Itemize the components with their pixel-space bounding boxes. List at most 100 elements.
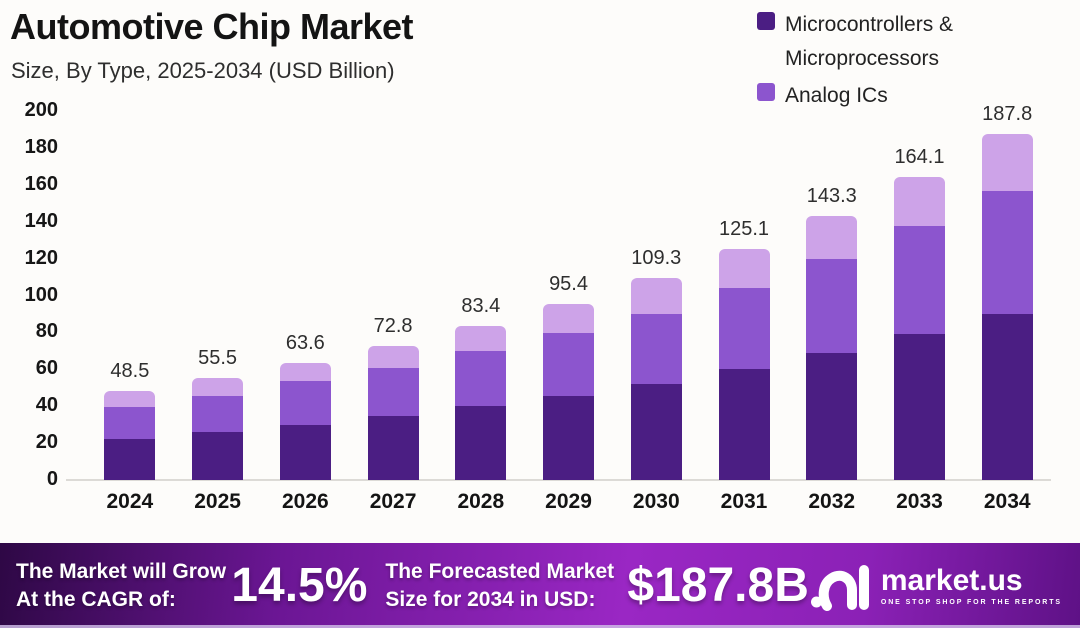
legend-item-microcontrollers: Microcontrollers & Microprocessors — [757, 8, 1057, 75]
y-tick-label: 140 — [24, 209, 58, 232]
legend-swatch-dark-purple — [757, 12, 775, 30]
bar-group-2029: 95.4 2029 — [525, 100, 613, 513]
bar-group-2024: 48.5 2024 — [86, 100, 174, 513]
bar-segment-analog-ics — [630, 313, 682, 385]
bar-segment-unlabeled-light — [981, 133, 1033, 191]
y-tick-label: 60 — [35, 357, 58, 380]
stacked-bar-2030 — [630, 278, 682, 480]
y-tick-label: 160 — [24, 172, 58, 195]
bar-segment-unlabeled-light — [279, 362, 331, 382]
chart-legend: Microcontrollers & Microprocessors Analo… — [757, 8, 1057, 117]
brand-text: market.us ONE STOP SHOP FOR THE REPORTS — [881, 565, 1062, 606]
plot-area: 48.5 2024 55.5 2025 63.6 2026 72.8 2027 83.4 2028… — [86, 100, 1051, 513]
legend-label: Microcontrollers & Microprocessors — [785, 13, 954, 70]
forecast-value: $187.8B — [627, 559, 809, 612]
brand-name: market.us — [880, 564, 1023, 598]
bar-segment-unlabeled-light — [455, 326, 507, 351]
stacked-bar-2033 — [893, 177, 945, 480]
bar-segment-unlabeled-light — [543, 304, 595, 333]
brand-tagline: ONE STOP SHOP FOR THE REPORTS — [880, 598, 1062, 606]
x-tick-label: 2029 — [545, 490, 592, 513]
x-tick-label: 2026 — [281, 490, 329, 513]
bar-segment-microcontrollers-microprocessors — [630, 384, 682, 480]
bar-total-label: 95.4 — [549, 273, 588, 295]
stacked-bar-2031 — [718, 249, 770, 480]
bar-group-2030: 109.3 2030 — [612, 100, 700, 513]
bar-total-label: 143.3 — [806, 184, 857, 207]
bar-group-2034: 187.8 2034 — [963, 100, 1051, 513]
bar-group-2026: 63.6 2026 — [261, 100, 349, 513]
x-tick-label: 2027 — [369, 490, 417, 513]
cagr-caption: The Market will Grow At the CAGR of: — [16, 558, 231, 613]
y-tick-label: 200 — [24, 99, 58, 121]
forecast-caption-line1: The Forecasted Market — [385, 560, 615, 584]
x-tick-label: 2025 — [194, 490, 241, 513]
market-us-logo-icon — [810, 564, 869, 611]
stacked-bar-2027 — [367, 345, 419, 480]
bar-group-2031: 125.1 2031 — [700, 100, 788, 513]
bar-segment-microcontrollers-microprocessors — [543, 396, 595, 480]
stacked-bar-2034 — [981, 133, 1033, 480]
bar-segment-analog-ics — [981, 190, 1033, 314]
y-tick-label: 80 — [35, 320, 58, 343]
bar-segment-microcontrollers-microprocessors — [718, 369, 770, 480]
bar-group-2025: 55.5 2025 — [174, 100, 262, 513]
legend-item-analog-ics: Analog ICs — [757, 79, 1057, 113]
bar-total-label: 48.5 — [110, 359, 150, 382]
bar-total-label: 109.3 — [631, 247, 682, 270]
bar-segment-unlabeled-light — [718, 249, 770, 288]
y-tick-label: 0 — [46, 468, 58, 490]
bar-segment-analog-ics — [543, 332, 595, 397]
bar-segment-analog-ics — [279, 381, 331, 425]
bar-total-label: 164.1 — [894, 146, 945, 169]
bar-segment-analog-ics — [718, 287, 770, 370]
bar-segment-microcontrollers-microprocessors — [455, 406, 507, 480]
bar-segment-microcontrollers-microprocessors — [367, 416, 419, 480]
legend-swatch-medium-purple — [757, 83, 775, 102]
stacked-bar-2032 — [806, 215, 858, 480]
bar-segment-unlabeled-light — [893, 177, 945, 227]
page-subtitle: Size, By Type, 2025-2034 (USD Billion) — [11, 58, 395, 83]
bar-segment-microcontrollers-microprocessors — [981, 313, 1033, 480]
bar-segment-analog-ics — [104, 407, 156, 439]
bar-segment-unlabeled-light — [192, 377, 244, 397]
bar-segment-microcontrollers-microprocessors — [104, 438, 156, 480]
stacked-bar-2025 — [192, 377, 244, 480]
x-tick-label: 2030 — [632, 490, 680, 513]
stacked-bar-2026 — [279, 362, 331, 480]
bar-segment-analog-ics — [367, 367, 419, 417]
stacked-bar-2028 — [455, 326, 507, 480]
x-tick-label: 2028 — [457, 490, 505, 513]
x-axis-line — [66, 479, 1051, 481]
bar-segment-analog-ics — [192, 396, 244, 433]
cagr-value: 14.5% — [231, 559, 368, 612]
bar-group-2027: 72.8 2027 — [349, 100, 437, 513]
y-tick-label: 180 — [24, 135, 58, 158]
y-axis: 0 20 40 60 80 100 120 140 160 180 200 — [0, 99, 58, 490]
x-tick-label: 2031 — [720, 490, 768, 513]
bar-total-label: 72.8 — [373, 314, 413, 337]
bar-segment-microcontrollers-microprocessors — [192, 432, 244, 480]
x-tick-label: 2034 — [983, 490, 1031, 513]
bar-segment-unlabeled-light — [104, 390, 156, 408]
stacked-bar-2024 — [104, 390, 156, 480]
bar-segment-analog-ics — [806, 258, 858, 353]
y-tick-label: 100 — [24, 283, 58, 306]
x-tick-label: 2032 — [808, 490, 856, 513]
y-tick-label: 40 — [35, 394, 58, 417]
forecast-caption: The Forecasted Market Size for 2034 in U… — [385, 558, 627, 613]
bar-total-label: 55.5 — [198, 346, 238, 369]
bar-group-2032: 143.3 2032 — [788, 100, 876, 513]
bar-segment-microcontrollers-microprocessors — [806, 352, 858, 480]
cagr-caption-line2: At the CAGR of: — [16, 587, 176, 611]
forecast-caption-line2: Size for 2034 in USD: — [385, 587, 596, 611]
y-tick-label: 120 — [24, 246, 58, 269]
x-tick-label: 2033 — [896, 490, 943, 513]
bar-segment-unlabeled-light — [630, 278, 682, 314]
stacked-bar-chart: 0 20 40 60 80 100 120 140 160 180 200 48.5 2024 55.5… — [0, 99, 1080, 530]
brand-logo: market.us ONE STOP SHOP FOR THE REPORTS — [809, 560, 1062, 612]
y-tick-label: 20 — [35, 431, 58, 454]
bar-segment-microcontrollers-microprocessors — [279, 424, 331, 480]
legend-label: Analog ICs — [785, 84, 888, 108]
stacked-bar-2029 — [543, 304, 595, 480]
